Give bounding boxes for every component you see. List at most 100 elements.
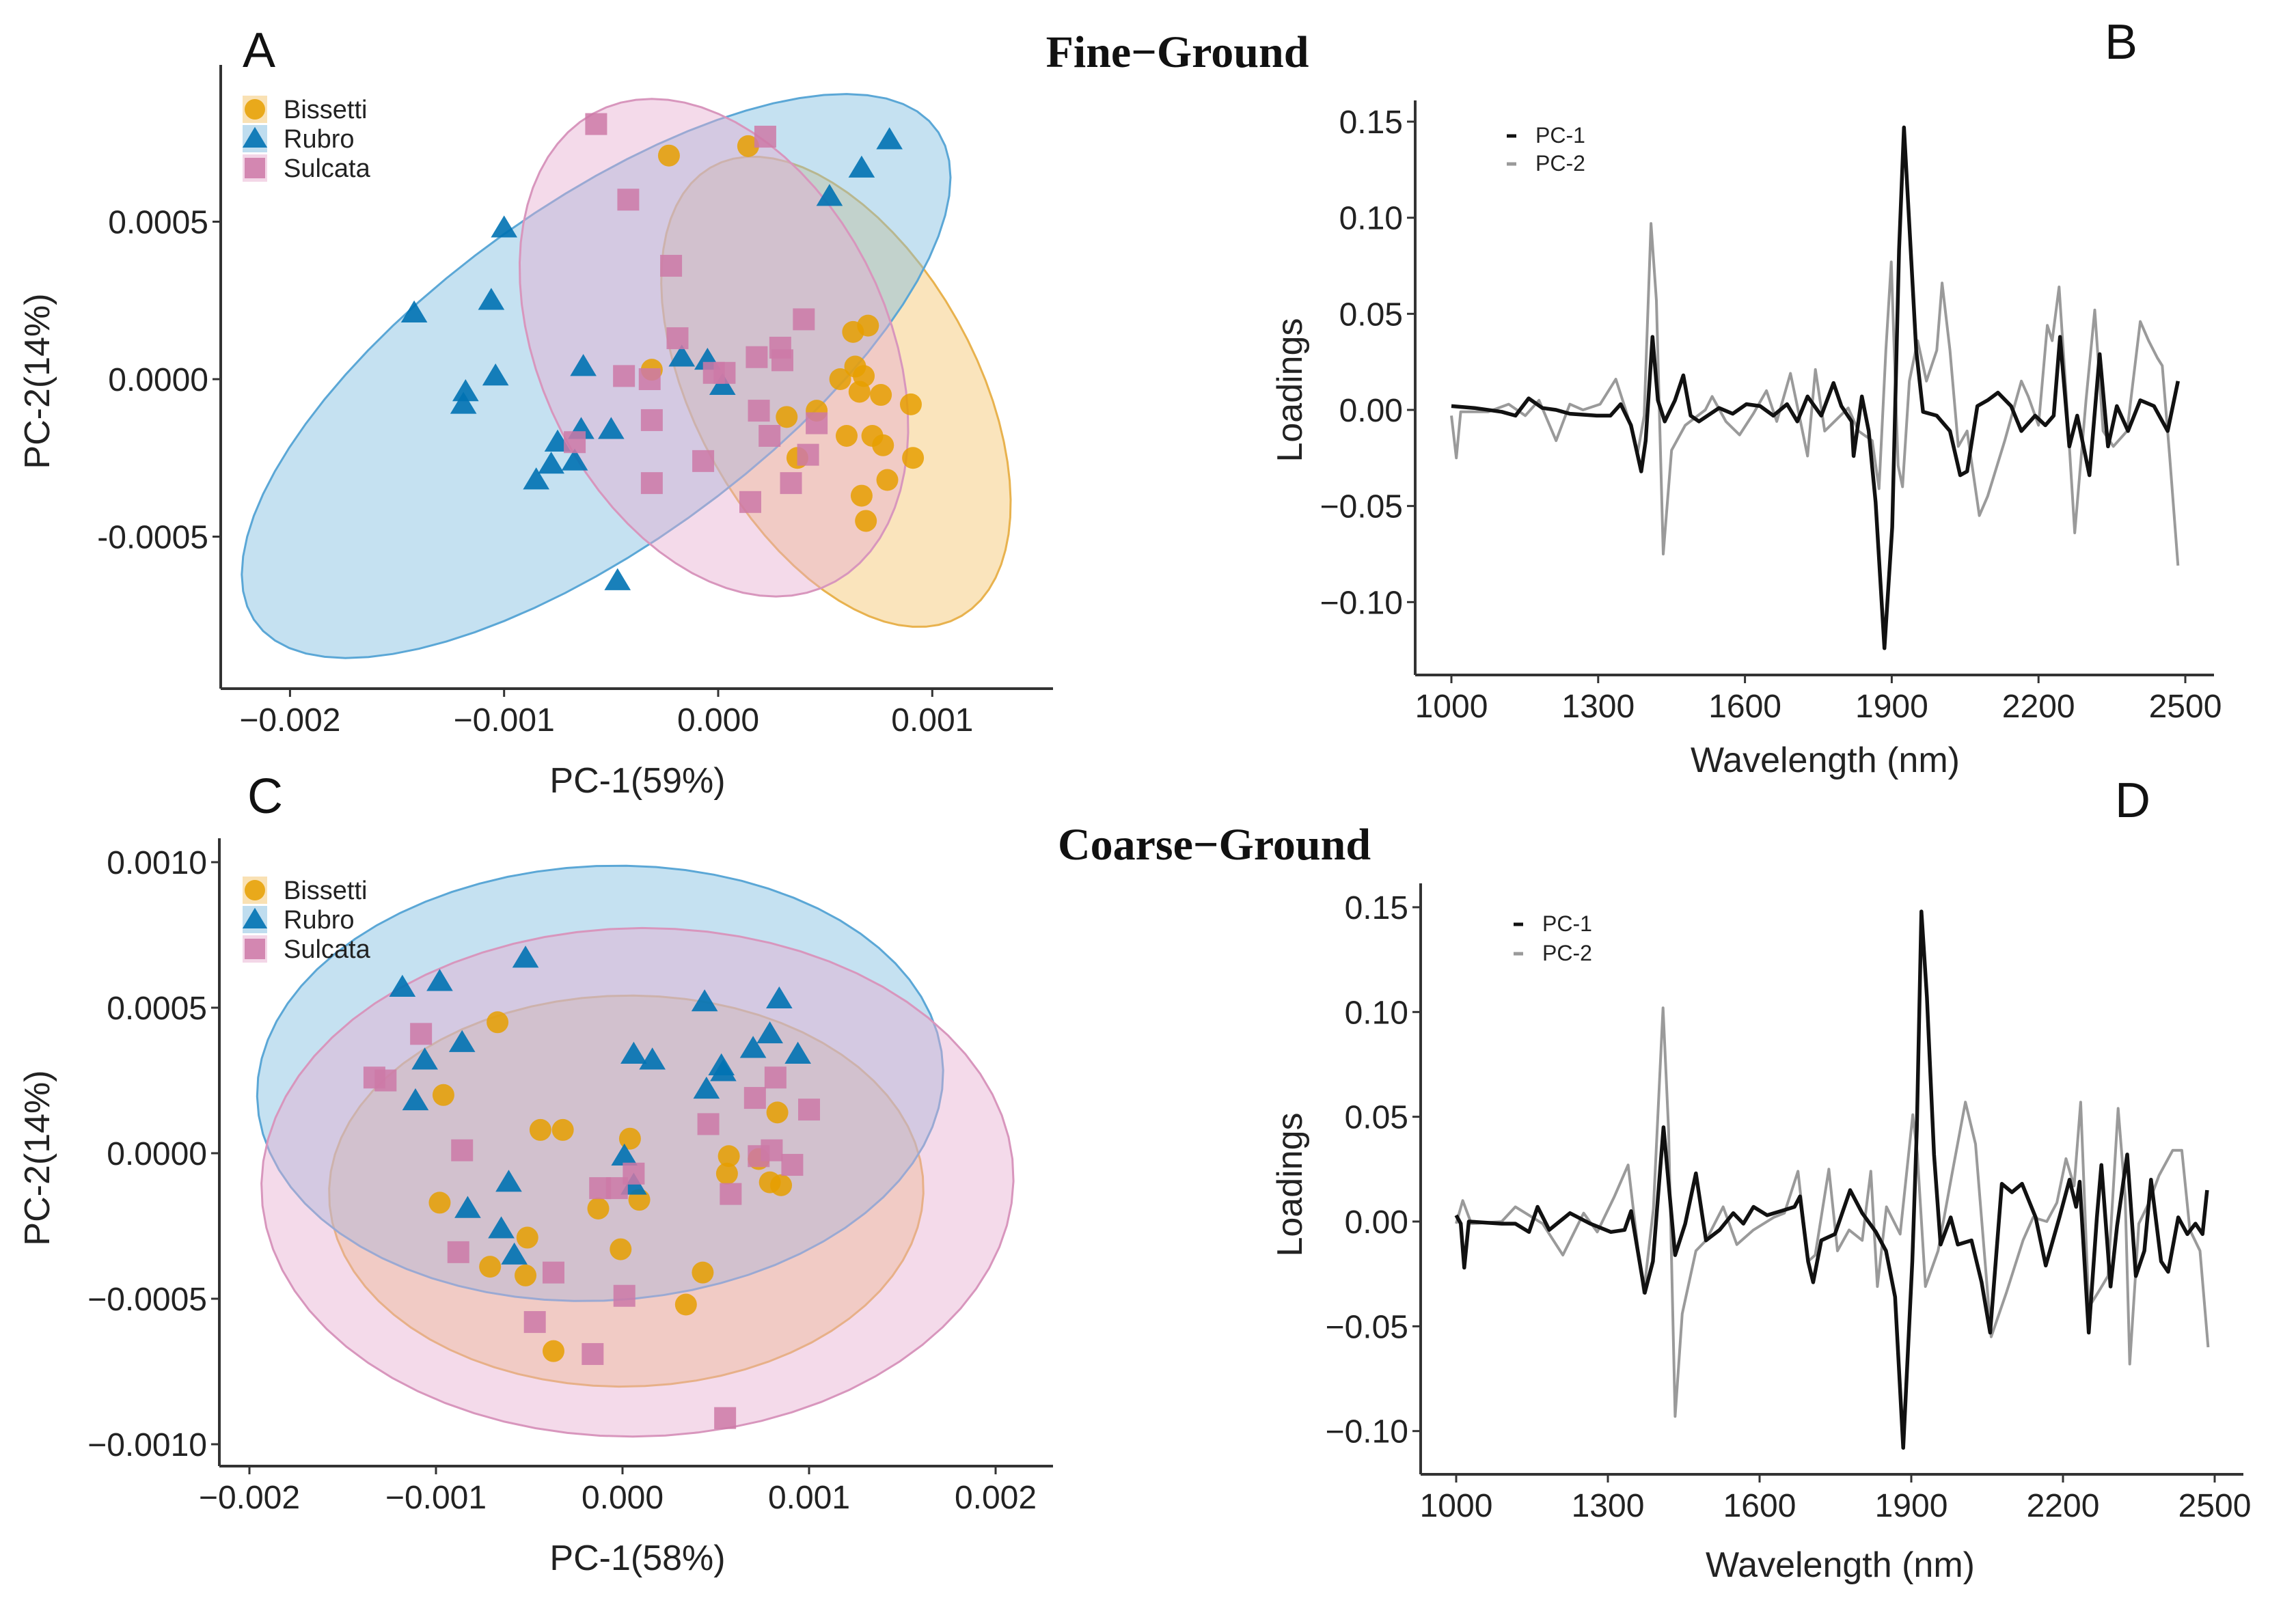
point-sulcata (754, 126, 776, 148)
point-rubro (691, 989, 718, 1012)
point-bissetti (848, 381, 871, 403)
point-rubro (538, 452, 564, 474)
x-tick-label: 1000 (1415, 689, 1488, 725)
x-tick-label: 1900 (1875, 1488, 1948, 1524)
y-axis-title: PC-2(14%) (18, 293, 57, 469)
point-bissetti (529, 1118, 551, 1141)
point-bissetti (432, 1084, 454, 1106)
x-tick-label: 2200 (2002, 689, 2075, 725)
x-tick-label: −0.002 (239, 702, 340, 739)
point-bissetti (542, 1340, 564, 1362)
y-tick-label: 0.00 (1345, 1204, 1408, 1241)
point-bissetti (692, 1261, 714, 1284)
point-rubro (668, 344, 696, 367)
ellipse-sulcata (518, 98, 910, 598)
y-tick-label: 0.05 (1345, 1100, 1408, 1136)
legend-label: PC-2 (1542, 941, 1592, 965)
point-sulcata (793, 308, 815, 331)
legend-label: PC-2 (1535, 151, 1585, 176)
legend-circle-icon (245, 99, 265, 120)
point-sulcata (564, 431, 586, 454)
point-rubro (816, 184, 843, 206)
point-bissetti (479, 1256, 502, 1278)
point-rubro (448, 1030, 476, 1052)
x-tick-label: 1300 (1561, 689, 1635, 725)
point-rubro (454, 1196, 481, 1218)
ellipse-rubro (241, 93, 952, 659)
point-sulcata (410, 1023, 433, 1045)
point-sulcata (758, 424, 781, 447)
point-sulcata (781, 1154, 804, 1176)
point-bissetti (515, 1264, 537, 1286)
point-sulcata (797, 443, 819, 466)
point-bissetti (835, 424, 858, 447)
y-tick-label: 0.0005 (108, 205, 208, 241)
panel-letter-c: C (247, 769, 283, 824)
point-bissetti (870, 384, 892, 406)
title-fine-ground: Fine−Ground (1046, 27, 1309, 77)
legend-label: Rubro (284, 125, 355, 154)
point-sulcata (739, 491, 761, 513)
line-pc-1 (1454, 909, 2209, 1450)
point-rubro (570, 354, 597, 376)
point-sulcata (640, 409, 663, 431)
point-sulcata (451, 1139, 474, 1161)
point-sulcata (447, 1241, 469, 1263)
legend-label: Sulcata (284, 935, 371, 964)
x-tick-label: 0.001 (891, 702, 973, 739)
point-sulcata (523, 1311, 546, 1334)
point-sulcata (771, 349, 793, 372)
point-bissetti (551, 1118, 574, 1141)
point-rubro (756, 1021, 783, 1044)
point-sulcata (798, 1099, 820, 1121)
point-bissetti (610, 1238, 632, 1260)
point-sulcata (697, 1113, 720, 1135)
point-rubro (512, 946, 539, 968)
x-tick-label: −0.001 (454, 702, 555, 739)
y-tick-label: −0.05 (1326, 1309, 1408, 1345)
x-axis-title: PC-1(58%) (549, 1539, 725, 1578)
point-rubro (709, 372, 736, 396)
y-tick-label: 0.15 (1339, 105, 1403, 141)
point-rubro (495, 1170, 522, 1192)
point-sulcata (713, 361, 736, 384)
x-tick-label: 1900 (1855, 689, 1928, 725)
x-tick-label: 0.000 (582, 1480, 664, 1516)
point-rubro (426, 969, 453, 991)
point-rubro (604, 568, 631, 590)
point-bissetti (516, 1226, 538, 1249)
point-sulcata (640, 472, 663, 495)
point-sulcata (605, 1177, 628, 1200)
x-tick-label: −0.001 (385, 1480, 487, 1516)
y-tick-label: 0.0000 (108, 362, 208, 398)
point-rubro (611, 1143, 638, 1166)
legend-label: Rubro (284, 906, 355, 935)
panel-letter-b: B (2105, 15, 2137, 70)
point-bissetti (657, 144, 680, 167)
point-rubro (411, 1047, 438, 1070)
point-rubro (400, 300, 428, 322)
point-rubro (784, 1041, 811, 1064)
point-rubro (739, 1036, 767, 1058)
point-sulcata (720, 1183, 742, 1205)
point-rubro (561, 448, 588, 471)
point-bissetti (876, 469, 899, 491)
x-tick-label: 0.002 (955, 1480, 1037, 1516)
point-bissetti (899, 393, 922, 415)
x-tick-label: 2500 (2149, 689, 2222, 725)
y-tick-label: -0.0005 (97, 520, 208, 556)
x-tick-label: 1600 (1708, 689, 1781, 725)
point-rubro (491, 215, 518, 238)
point-bissetti (487, 1011, 509, 1034)
legend-label: Bissetti (284, 877, 367, 905)
point-rubro (766, 986, 793, 1009)
point-rubro (478, 288, 505, 310)
point-bissetti (766, 1101, 789, 1124)
point-bissetti (770, 1174, 793, 1196)
point-sulcata (761, 1139, 783, 1161)
point-rubro (710, 1059, 737, 1081)
point-sulcata (613, 365, 636, 387)
point-sulcata (660, 255, 683, 277)
point-bissetti (857, 314, 879, 337)
